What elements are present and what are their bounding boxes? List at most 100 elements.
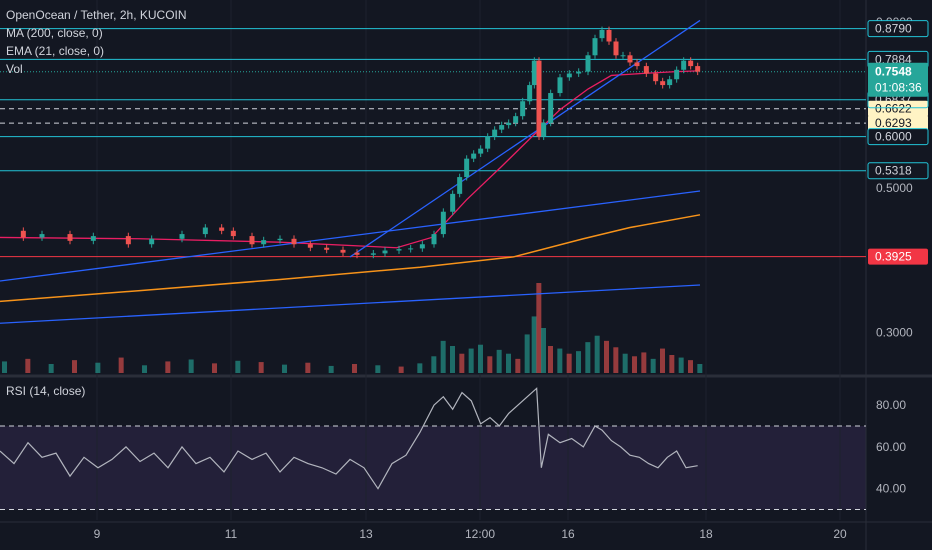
- candle-body: [643, 66, 649, 74]
- volume-bar: [478, 344, 483, 373]
- volume-bar: [450, 346, 455, 373]
- candle-body: [499, 125, 505, 130]
- volume-bar: [604, 340, 609, 373]
- candle-body: [485, 136, 491, 149]
- volume-bar: [305, 362, 311, 373]
- candle-body: [527, 85, 533, 102]
- volume-bar: [541, 328, 546, 373]
- price-level-label-border: [867, 20, 929, 38]
- countdown-label: 01:08:36: [875, 81, 922, 95]
- volume-bar: [557, 348, 563, 373]
- candle-body: [513, 116, 519, 123]
- candle-body: [506, 122, 512, 126]
- volume-bar: [118, 357, 124, 373]
- trendline: [0, 284, 701, 324]
- volume-bar: [352, 364, 357, 373]
- volume-bar: [515, 358, 521, 373]
- candle-body: [613, 41, 619, 56]
- price-tick-label: 0.3000: [876, 326, 913, 340]
- price-level-label: 0.3925: [875, 250, 912, 264]
- symbol-title[interactable]: OpenOcean / Tether, 2h, KUCOIN: [6, 8, 187, 22]
- rsi-legend[interactable]: RSI (14, close): [6, 384, 86, 398]
- volume-bar: [2, 361, 7, 373]
- price-tick-label: 0.5000: [876, 181, 913, 195]
- volume-bar: [536, 283, 542, 373]
- x-tick-label: 9: [94, 527, 101, 541]
- candle-body: [354, 252, 360, 255]
- candle-body: [440, 211, 446, 235]
- candle-body: [249, 236, 255, 245]
- candle-body: [464, 158, 470, 178]
- volume-bar: [650, 358, 656, 373]
- volume-bar: [506, 353, 511, 373]
- candle-body: [566, 73, 572, 78]
- volume-bar: [375, 365, 381, 373]
- price-level-label-border: [867, 162, 929, 180]
- volume-bar: [594, 335, 600, 373]
- volume-bar: [142, 365, 147, 373]
- candle-body: [541, 122, 547, 137]
- candle-body: [492, 129, 498, 137]
- volume-bar: [660, 348, 665, 373]
- candle-body: [202, 227, 208, 235]
- candle-body: [277, 238, 283, 241]
- candle-body: [620, 55, 626, 57]
- volume-bar: [576, 351, 581, 373]
- volume-bar: [632, 356, 637, 373]
- volume-bar: [697, 364, 703, 373]
- trendline: [349, 19, 701, 258]
- chart-legend: OpenOcean / Tether, 2h, KUCOIN MA (200, …: [6, 6, 187, 78]
- volume-bar: [496, 349, 502, 373]
- volume-bar: [25, 358, 31, 373]
- candle-body: [291, 238, 297, 245]
- volume-bar: [95, 362, 101, 373]
- rsi-line: [0, 387, 698, 490]
- price-level-label: 0.6293: [875, 116, 912, 130]
- candle-body: [667, 79, 673, 86]
- candle-body: [557, 77, 563, 94]
- candle-body: [125, 236, 131, 245]
- candle-body: [149, 238, 155, 245]
- x-tick-label: 13: [359, 527, 373, 541]
- x-tick-label: 12:00: [465, 527, 495, 541]
- volume-bar: [459, 353, 465, 373]
- volume-bar: [566, 353, 572, 373]
- candle-body: [548, 93, 554, 123]
- candle-body: [471, 153, 477, 159]
- price-level-label-bg: [868, 115, 928, 132]
- volume-bar: [235, 360, 241, 373]
- rsi-tick-label: 60.00: [876, 440, 906, 454]
- price-level-label-bg: [868, 128, 928, 145]
- candle-body: [396, 249, 402, 251]
- candle-body: [431, 234, 437, 245]
- volume-bar: [398, 366, 404, 373]
- last-price-label: 0.7548: [875, 65, 912, 79]
- ma-legend[interactable]: MA (200, close, 0): [6, 26, 103, 40]
- ema-legend[interactable]: EMA (21, close, 0): [6, 44, 105, 58]
- vol-legend[interactable]: Vol: [6, 62, 23, 76]
- candle-body: [219, 227, 225, 231]
- candle-body: [370, 253, 376, 255]
- price-level-label-bg: [868, 100, 928, 117]
- candle-body: [307, 244, 313, 248]
- volume-bar: [641, 352, 647, 373]
- volume-bar: [688, 360, 693, 373]
- volume-bar: [613, 347, 619, 373]
- candle-body: [627, 55, 633, 63]
- candle-body: [324, 247, 330, 250]
- volume-bar: [431, 356, 437, 373]
- price-level-label-border: [867, 128, 929, 146]
- candle-body: [634, 62, 640, 67]
- candle-body: [653, 73, 659, 82]
- volume-bar: [622, 353, 628, 373]
- candle-body: [179, 234, 185, 239]
- volume-bar: [585, 342, 591, 373]
- candle-body: [585, 55, 591, 72]
- x-tick-label: 11: [225, 527, 238, 541]
- volume-bar: [440, 340, 446, 373]
- volume-bar: [282, 364, 287, 373]
- volume-bar: [165, 361, 171, 373]
- candle-body: [261, 240, 267, 245]
- candle-body: [478, 148, 484, 154]
